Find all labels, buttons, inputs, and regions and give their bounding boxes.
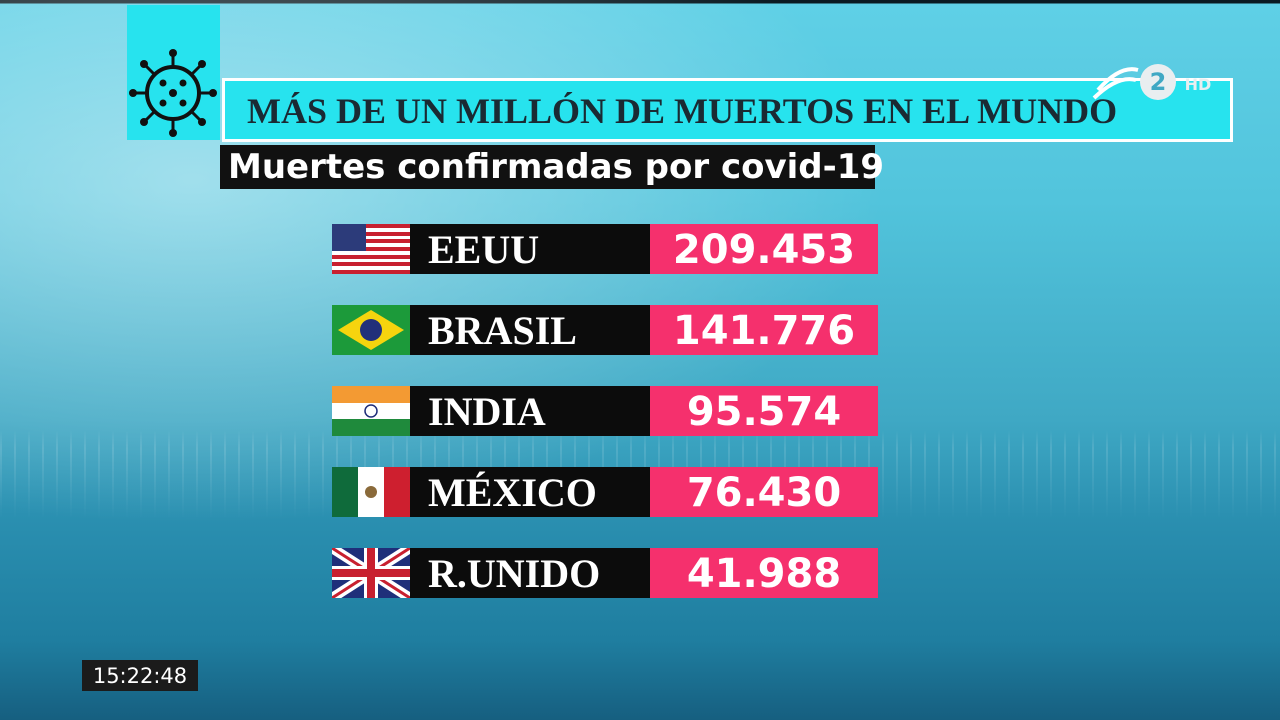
- country-name: EEUU: [410, 224, 650, 274]
- country-row: INDIA 95.574: [332, 386, 878, 436]
- flag-usa: [332, 224, 410, 274]
- headline: MÁS DE UN MILLÓN DE MUERTOS EN EL MUNDO: [222, 78, 1233, 142]
- death-count: 95.574: [650, 386, 878, 436]
- country-name: INDIA: [410, 386, 650, 436]
- country-row: BRASIL 141.776: [332, 305, 878, 355]
- death-count: 41.988: [650, 548, 878, 598]
- channel-number: 2: [1150, 68, 1167, 96]
- channel-logo: 2 HD: [1090, 60, 1230, 105]
- flag-brazil: [332, 305, 410, 355]
- country-row: EEUU 209.453: [332, 224, 878, 274]
- subtitle: Muertes confirmadas por covid-19: [220, 145, 884, 189]
- country-name: R.UNIDO: [410, 548, 650, 598]
- flag-india: [332, 386, 410, 436]
- flag-mexico: [332, 467, 410, 517]
- virus-icon: [127, 5, 220, 140]
- country-name: MÉXICO: [410, 467, 650, 517]
- death-count: 141.776: [650, 305, 878, 355]
- flag-uk: [332, 548, 410, 598]
- hd-badge: HD: [1185, 75, 1212, 94]
- channel-logo-svg: 2 HD: [1092, 64, 1212, 100]
- country-row: MÉXICO 76.430: [332, 467, 878, 517]
- death-count: 76.430: [650, 467, 878, 517]
- virus-svg: [129, 49, 217, 137]
- death-count: 209.453: [650, 224, 878, 274]
- clock: 15:22:48: [82, 660, 198, 691]
- country-row: R.UNIDO 41.988: [332, 548, 878, 598]
- country-name: BRASIL: [410, 305, 650, 355]
